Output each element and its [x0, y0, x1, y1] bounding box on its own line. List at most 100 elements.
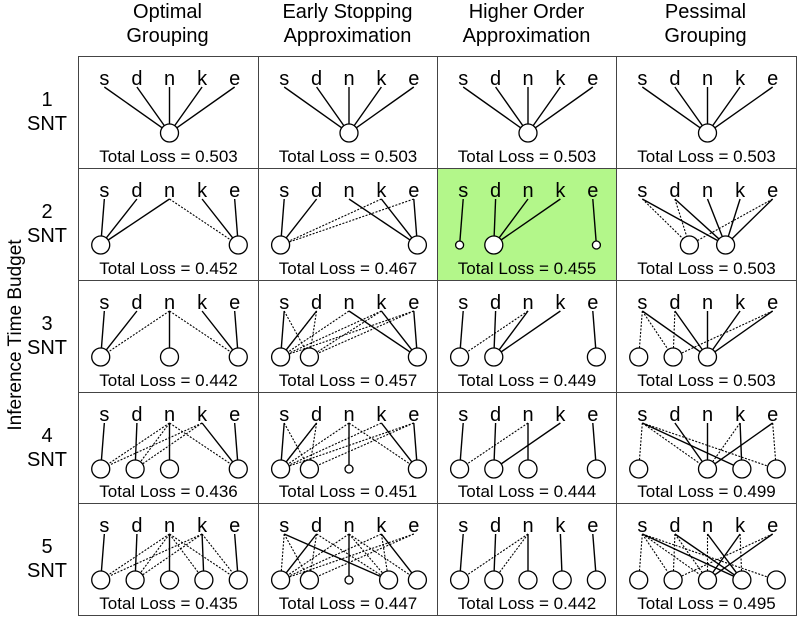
dotted-edge: [641, 533, 669, 573]
solid-edge: [233, 310, 239, 349]
dotted-edge: [348, 533, 411, 576]
solid-edge: [493, 198, 497, 237]
task-label: n: [522, 292, 533, 314]
task-label: s: [637, 68, 647, 90]
grouping-cell: s d n k e Total Loss = 0.467: [258, 168, 438, 281]
network-node: [449, 347, 470, 367]
dotted-edge: [641, 310, 669, 350]
solid-edge: [592, 310, 597, 349]
task-label: k: [735, 180, 746, 202]
task-label: d: [669, 515, 680, 537]
solid-edge: [233, 422, 239, 461]
total-loss-label: Total Loss = 0.503: [278, 147, 418, 166]
network-node: [518, 123, 538, 143]
grouping-cell: s d n k e Total Loss = 0.503: [78, 56, 259, 169]
network-node: [484, 570, 504, 590]
solid-edge: [674, 86, 703, 127]
task-label: s: [279, 292, 289, 314]
task-label: d: [490, 292, 501, 314]
grouping-cell: s d n k e Total Loss = 0.495: [616, 503, 797, 616]
solid-edge: [100, 198, 106, 237]
column-header-line1: Early Stopping: [282, 1, 413, 23]
solid-edge: [100, 310, 106, 349]
total-loss-label: Total Loss = 0.503: [637, 259, 776, 278]
dotted-edge: [283, 533, 306, 573]
column-header-2: Higher Order Approximation: [437, 0, 616, 48]
total-loss-label: Total Loss = 0.451: [278, 482, 418, 501]
total-loss-label: Total Loss = 0.442: [99, 371, 238, 390]
solid-edge: [107, 198, 170, 241]
network-node: [697, 123, 718, 143]
solid-edge: [134, 422, 138, 461]
column-header-line2: Grouping: [664, 25, 747, 47]
solid-edge: [316, 86, 345, 127]
solid-edge: [674, 310, 703, 351]
network-node: [629, 459, 649, 479]
task-label: k: [555, 515, 566, 537]
solid-edge: [674, 422, 703, 463]
task-label: n: [164, 68, 175, 90]
task-label: e: [767, 68, 778, 90]
solid-edge: [642, 422, 735, 466]
network-node: [125, 570, 145, 590]
row-header-4: 5 SNT: [18, 535, 76, 583]
dotted-edge: [674, 198, 688, 237]
dotted-edge: [107, 533, 170, 576]
network-node: [732, 459, 752, 479]
dotted-edge: [642, 533, 701, 576]
task-label: s: [458, 515, 468, 537]
dotted-edge: [169, 198, 232, 241]
task-label: d: [490, 404, 501, 426]
grouping-cell: s d n k e Total Loss = 0.503: [258, 56, 438, 169]
task-label: e: [767, 515, 778, 537]
network-node: [344, 575, 354, 585]
task-label: k: [735, 404, 746, 426]
task-label: s: [637, 180, 647, 202]
dotted-edge: [285, 422, 318, 463]
dotted-edge: [169, 310, 232, 353]
dotted-edge: [642, 533, 768, 578]
task-label: s: [99, 68, 109, 90]
solid-edge: [134, 533, 138, 572]
network-node: [449, 459, 470, 479]
task-label: d: [131, 180, 142, 202]
task-label: e: [408, 180, 419, 202]
total-loss-label: Total Loss = 0.436: [99, 482, 238, 501]
dotted-edge: [672, 310, 676, 349]
total-loss-label: Total Loss = 0.457: [278, 371, 418, 390]
solid-edge: [105, 310, 138, 351]
network-node: [629, 347, 649, 367]
solid-edge: [380, 198, 413, 239]
grouping-cell: s d n k e Total Loss = 0.503: [616, 280, 797, 393]
task-label: e: [587, 515, 598, 537]
task-label: n: [522, 68, 533, 90]
column-header-line1: Optimal: [133, 1, 202, 23]
task-label: e: [408, 515, 419, 537]
column-header-3: Pessimal Grouping: [616, 0, 795, 48]
network-node: [270, 459, 291, 479]
network-node: [454, 240, 465, 250]
solid-edge: [348, 310, 411, 353]
task-label: d: [669, 292, 680, 314]
grouping-cell: s d n k e Total Loss = 0.452: [78, 168, 259, 281]
row-header-unit: SNT: [27, 225, 67, 247]
network-node: [159, 123, 180, 143]
dotted-edge: [108, 533, 203, 577]
solid-edge: [353, 86, 382, 127]
task-label: d: [311, 68, 322, 90]
task-label: e: [408, 292, 419, 314]
solid-edge: [280, 422, 285, 461]
network-node: [270, 570, 291, 590]
task-label: n: [702, 292, 713, 314]
task-label: e: [229, 180, 240, 202]
grouping-cell: s d n k e Total Loss = 0.435: [78, 503, 259, 616]
dotted-edge: [288, 198, 382, 242]
task-label: n: [343, 404, 354, 426]
dotted-edge: [288, 422, 414, 467]
task-label: e: [767, 292, 778, 314]
solid-edge: [642, 198, 719, 242]
solid-edge: [731, 198, 774, 240]
task-label: d: [311, 180, 322, 202]
